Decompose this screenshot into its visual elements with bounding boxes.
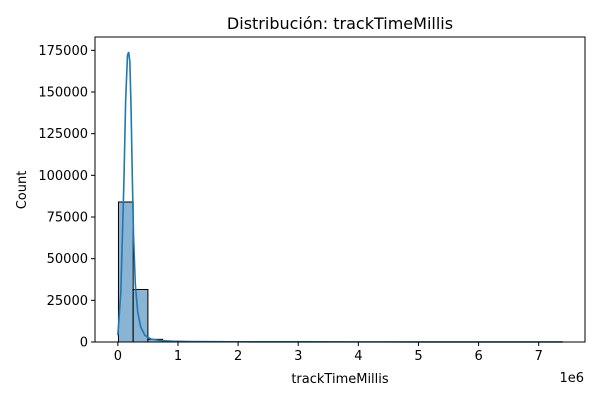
x-tick-label-2: 2 xyxy=(234,349,242,364)
bars-group xyxy=(117,201,237,343)
x-tick-label-6: 6 xyxy=(474,349,482,364)
x-tick-label-4: 4 xyxy=(354,349,362,364)
kde-line xyxy=(117,51,563,343)
x-tick-label-1: 1 xyxy=(174,349,182,364)
y-tick-label-3: 75000 xyxy=(47,211,88,226)
x-tick-label-5: 5 xyxy=(414,349,422,364)
y-tick-label-0: 0 xyxy=(80,336,88,351)
y-tick-label-6: 150000 xyxy=(38,86,88,101)
plot-frame xyxy=(94,36,586,343)
y-tick-label-5: 125000 xyxy=(38,127,88,142)
x-axis-offset-text: 1e6 xyxy=(559,371,584,386)
y-axis-label: Count xyxy=(15,171,30,210)
y-tick-label-4: 100000 xyxy=(38,169,88,184)
x-axis-label: trackTimeMillis xyxy=(291,372,389,387)
x-tick-label-0: 0 xyxy=(114,349,122,364)
x-tick-label-7: 7 xyxy=(535,349,543,364)
chart-title: Distribución: trackTimeMillis xyxy=(227,14,453,33)
y-tick-label-7: 175000 xyxy=(38,44,88,59)
axes-group: 0 1 2 3 4 5 6 7 0 25000 50000 75000 100000 125000 1500… xyxy=(38,36,586,364)
y-tick-label-1: 25000 xyxy=(47,294,88,309)
x-tick-label-3: 3 xyxy=(294,349,302,364)
kde-group xyxy=(117,51,563,343)
histogram-bar-1 xyxy=(132,289,149,343)
y-tick-label-2: 50000 xyxy=(47,252,88,267)
